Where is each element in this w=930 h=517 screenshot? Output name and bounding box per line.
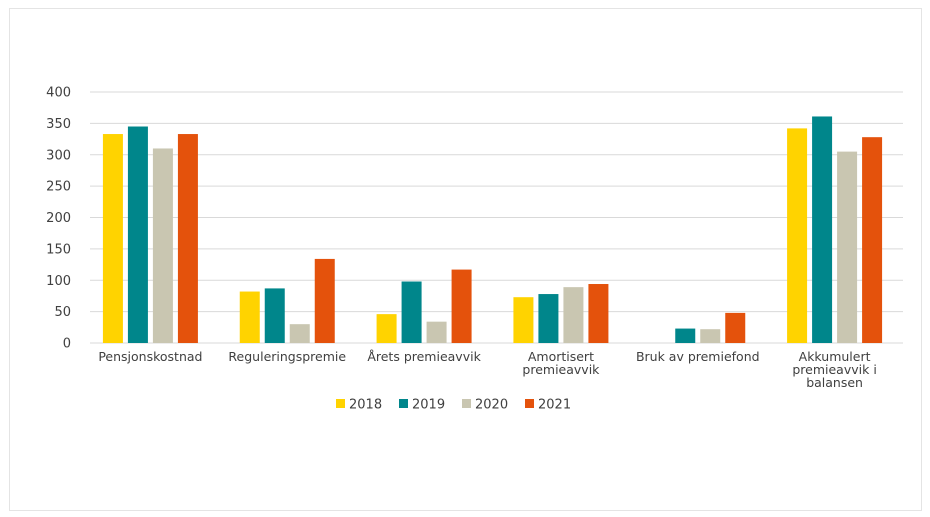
gridlines [90,91,903,344]
category-label: Årets premieavvik [367,349,481,364]
legend-item-2019: 2019 [399,398,445,413]
category-label: Bruk av premiefond [636,349,760,364]
bar-2019-2 [401,281,422,343]
legend-label: 2021 [538,398,571,413]
bar-2021-2 [451,269,472,343]
bar-2019-0 [127,126,148,343]
bar-2018-1 [239,291,260,343]
y-tick-label: 250 [46,180,71,195]
legend-item-2021: 2021 [525,398,571,413]
legend-item-2018: 2018 [336,398,382,413]
category-label: Reguleringspremie [228,349,346,364]
y-axis-ticks: 0 50 100 150 200 250 300 350 400 [46,86,71,352]
bar-2018-2 [376,314,397,343]
legend-swatch [399,399,408,408]
bar-2020-2 [426,321,447,343]
y-tick-label: 350 [46,117,71,132]
category-label: Akkumulert premieavvik i balansen [792,349,876,390]
y-tick-label: 100 [46,274,71,289]
legend-label: 2018 [349,398,382,413]
legend-label: 2020 [475,398,508,413]
category-label: Amortisert premieavvik [522,349,600,377]
bar-2019-5 [812,116,833,343]
bar-2018-3 [513,297,534,343]
bar-2020-3 [563,287,584,343]
bar-2018-5 [787,128,808,343]
bar-2021-0 [177,134,198,343]
bar-2019-1 [264,288,285,343]
y-tick-label: 400 [46,86,71,101]
bars [102,116,883,343]
legend-swatch [462,399,471,408]
bar-2021-4 [725,312,746,343]
bar-2019-3 [538,294,559,343]
y-tick-label: 50 [54,305,71,320]
y-tick-label: 200 [46,211,71,226]
x-axis-categories: Pensjonskostnad Reguleringspremie Årets pr… [98,349,876,390]
bar-2021-5 [862,137,883,343]
y-tick-label: 150 [46,242,71,257]
bar-2020-4 [700,329,721,343]
bar-2019-4 [675,328,696,343]
legend-swatch [525,399,534,408]
y-tick-label: 0 [63,337,71,352]
legend-item-2020: 2020 [462,398,508,413]
bar-2020-5 [837,151,858,343]
bar-2020-0 [152,148,173,343]
bar-2021-3 [588,284,609,343]
legend: 2018 2019 2020 2021 [336,398,571,413]
bar-2020-1 [289,324,310,343]
bar-2021-1 [314,258,335,343]
legend-swatch [336,399,345,408]
y-tick-label: 300 [46,148,71,163]
legend-label: 2019 [412,398,445,413]
bar-2018-0 [102,134,123,343]
category-label: Pensjonskostnad [98,349,202,364]
